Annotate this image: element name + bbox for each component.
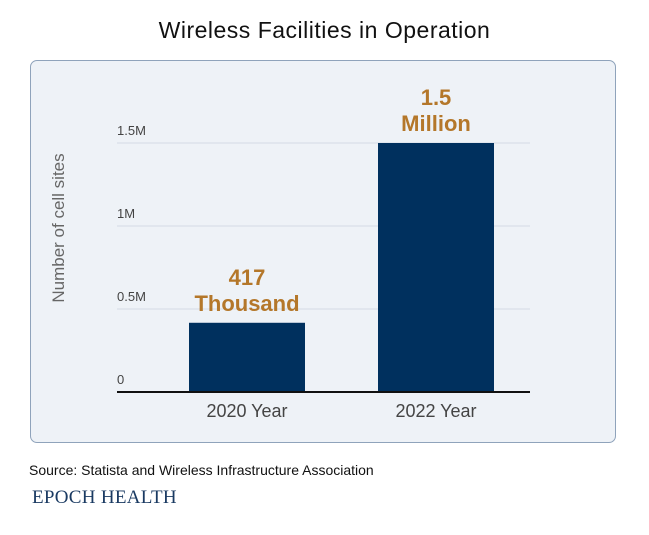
bar: [378, 143, 494, 392]
y-tick-label: 1.5M: [117, 123, 146, 138]
x-tick-label: 2022 Year: [395, 401, 476, 421]
y-tick-label: 0: [117, 372, 124, 387]
bar: [189, 322, 305, 392]
brand-logo: EPOCH HEALTH: [32, 487, 177, 508]
y-axis-label: Number of cell sites: [49, 153, 68, 302]
chart-panel: [30, 60, 616, 443]
bar-value-label: 417: [229, 265, 266, 290]
bar-value-label: Thousand: [194, 291, 299, 316]
y-tick-label: 0.5M: [117, 289, 146, 304]
x-tick-label: 2020 Year: [206, 401, 287, 421]
source-note: Source: Statista and Wireless Infrastruc…: [29, 462, 374, 478]
chart-title: Wireless Facilities in Operation: [158, 17, 491, 43]
y-tick-label: 1M: [117, 206, 135, 221]
bar-value-label: Million: [401, 111, 471, 136]
bar-value-label: 1.5: [421, 85, 452, 110]
